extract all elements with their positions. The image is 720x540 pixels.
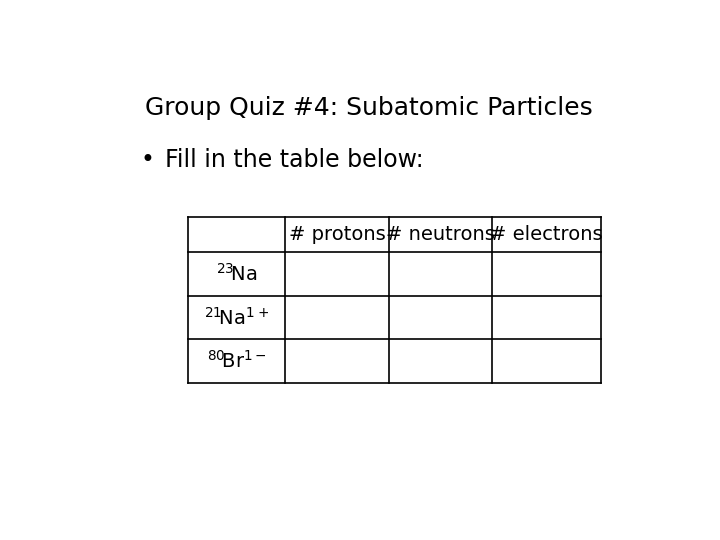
Text: •: • bbox=[140, 148, 154, 172]
Text: $^{21}\!$Na$^{1+}$: $^{21}\!$Na$^{1+}$ bbox=[204, 306, 269, 328]
Text: Group Quiz #4: Subatomic Particles: Group Quiz #4: Subatomic Particles bbox=[145, 97, 593, 120]
Text: Fill in the table below:: Fill in the table below: bbox=[166, 148, 424, 172]
Text: # electrons: # electrons bbox=[490, 225, 603, 244]
Text: $^{23}\!$Na: $^{23}\!$Na bbox=[216, 263, 257, 285]
Text: # protons: # protons bbox=[289, 225, 385, 244]
Text: $^{80}\!$Br$^{1-}$: $^{80}\!$Br$^{1-}$ bbox=[207, 350, 266, 372]
Text: # neutrons: # neutrons bbox=[386, 225, 495, 244]
